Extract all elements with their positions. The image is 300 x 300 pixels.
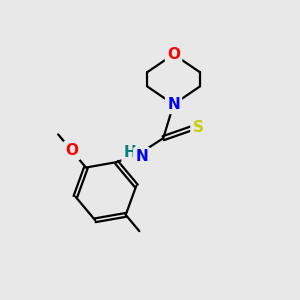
Text: N: N: [167, 97, 180, 112]
Text: O: O: [167, 47, 180, 62]
Text: O: O: [65, 143, 78, 158]
Text: N: N: [135, 149, 148, 164]
Text: H: H: [124, 146, 136, 160]
Text: S: S: [193, 120, 203, 135]
